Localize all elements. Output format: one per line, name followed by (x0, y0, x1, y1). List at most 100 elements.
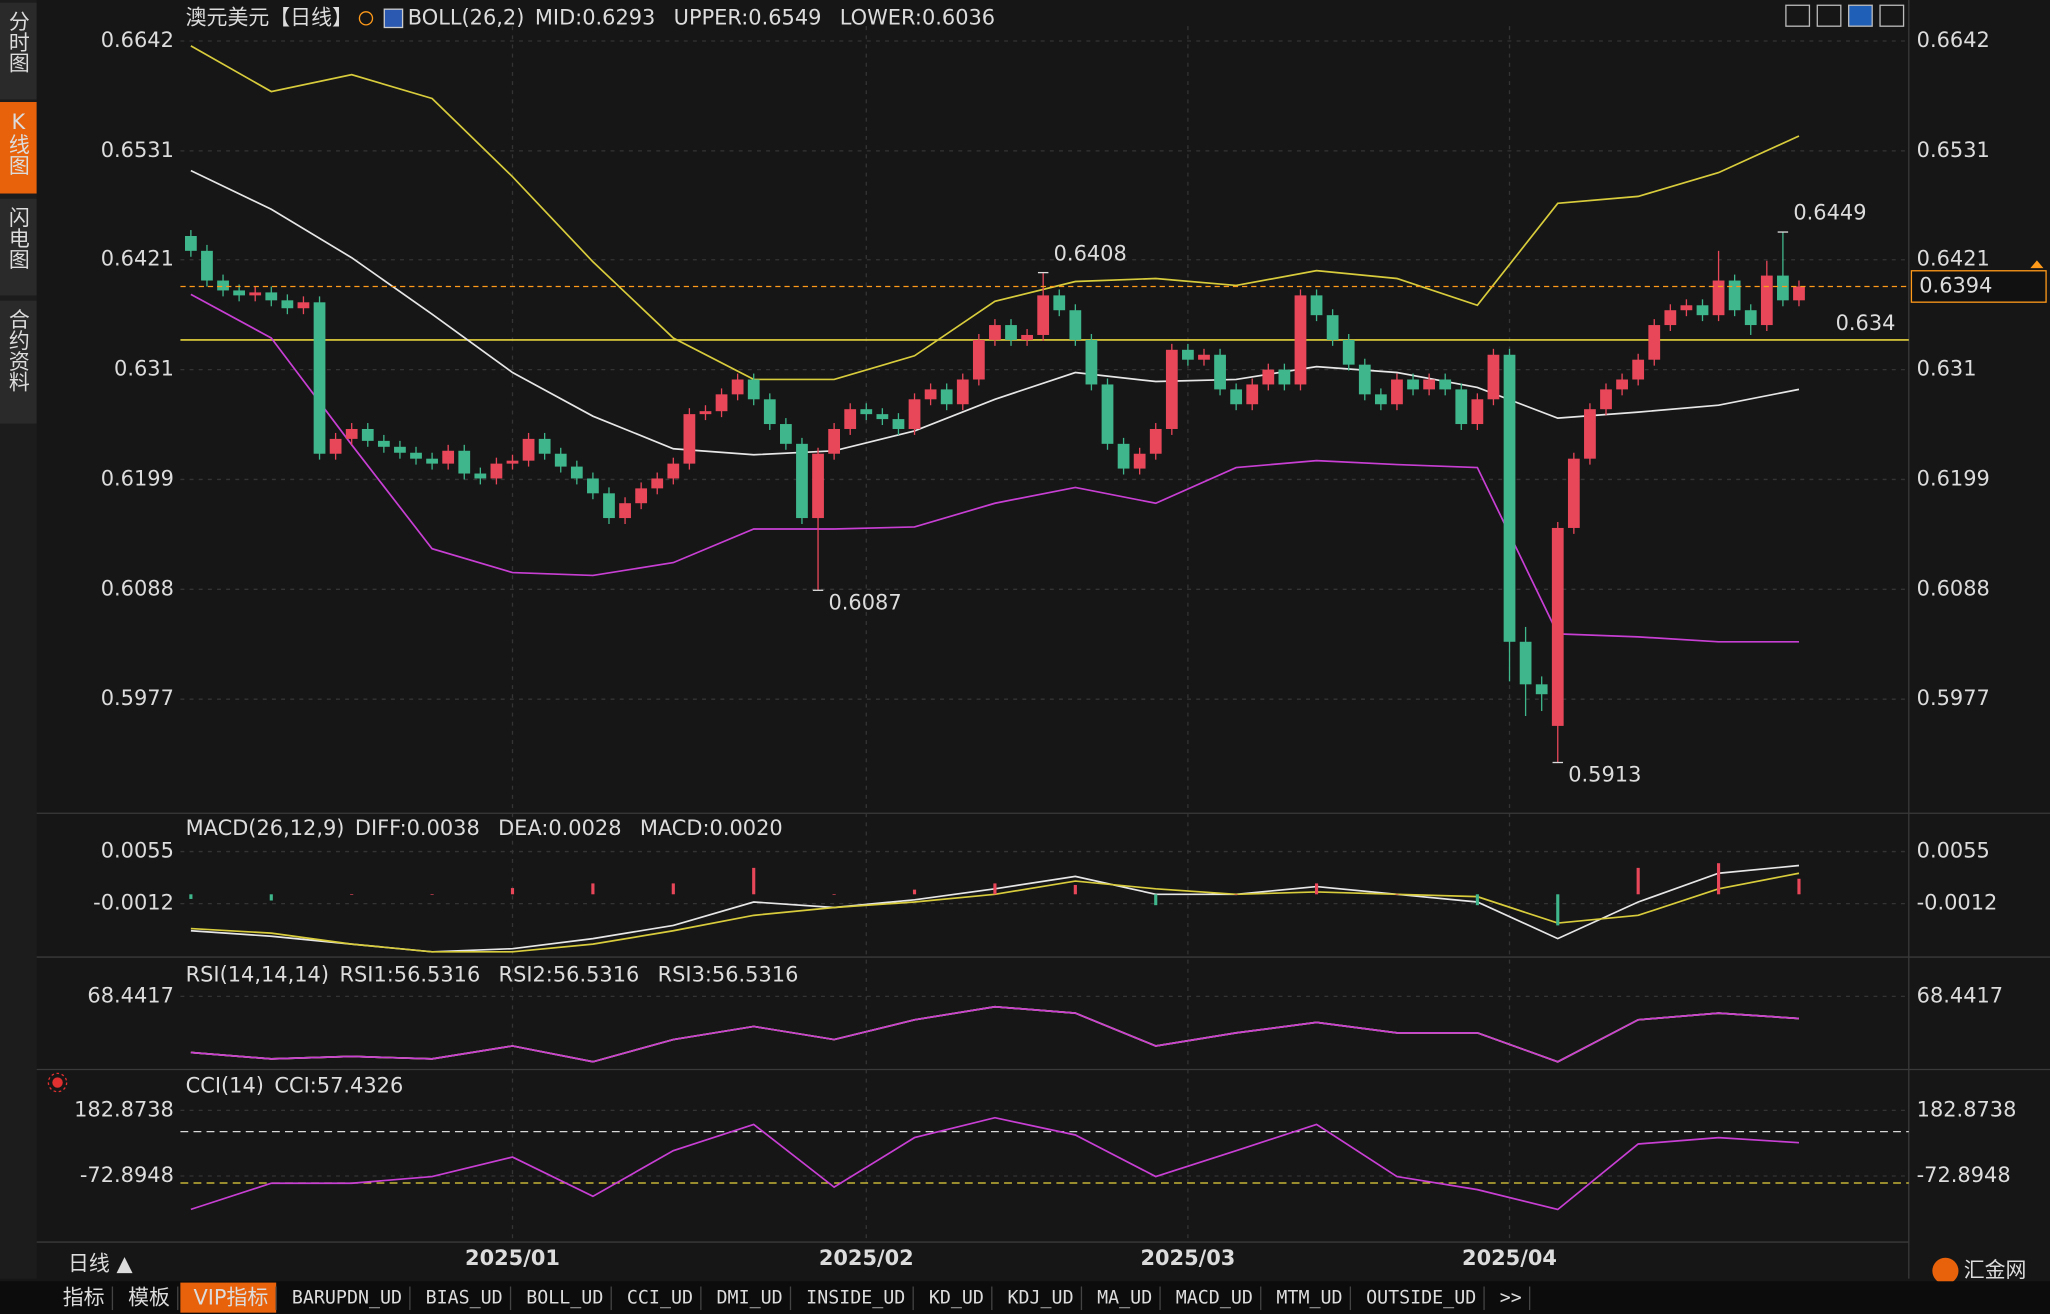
candle-body (940, 389, 953, 405)
y-tick-label: 0.631 (114, 357, 174, 381)
candle-body (361, 428, 374, 441)
sidebar-tab-label[interactable]: 合约资料 (6, 309, 30, 393)
candle-body (1246, 384, 1259, 405)
y-tick-label: 0.6642 (101, 28, 174, 52)
tab-label[interactable]: INSIDE_UD (806, 1287, 905, 1308)
tab[interactable] (49, 1282, 113, 1313)
y-tick-label: 0.6199 (101, 466, 174, 490)
y-tick-label-right: 0.631 (1917, 357, 1977, 381)
tab[interactable] (703, 1282, 791, 1313)
tab-label[interactable]: MTM_UD (1276, 1287, 1342, 1308)
y-tick-label-right: 182.8738 (1917, 1097, 2017, 1121)
toolbar-icon[interactable] (1816, 4, 1842, 27)
candle-body (1278, 369, 1291, 385)
tab-label[interactable]: >> (1500, 1287, 1522, 1308)
tab[interactable] (1084, 1282, 1161, 1313)
candle-body (1310, 295, 1323, 316)
histogram-bar (189, 894, 193, 899)
last-price-box (1910, 270, 2047, 303)
legend-entry: RSI2:56.5316 (499, 962, 640, 986)
candle-body (474, 473, 487, 479)
candle-body (1760, 275, 1773, 326)
histogram-bar (1475, 894, 1479, 906)
tab[interactable] (513, 1282, 612, 1313)
sidebar-tab[interactable] (0, 102, 37, 194)
tab[interactable] (994, 1282, 1082, 1313)
candle-body (1423, 379, 1435, 390)
tab-label[interactable]: OUTSIDE_UD (1366, 1287, 1476, 1308)
toolbar-icons[interactable] (1785, 4, 1905, 27)
tab-label[interactable]: 指标 (63, 1285, 105, 1309)
tab[interactable] (1486, 1282, 1530, 1313)
candle-body (796, 443, 808, 519)
tab-label[interactable]: MA_UD (1097, 1287, 1152, 1308)
tab-label[interactable]: 模板 (128, 1285, 170, 1309)
tab[interactable] (180, 1282, 277, 1313)
candle-body (1391, 379, 1403, 405)
y-tick-label-right: 0.5977 (1917, 686, 1990, 710)
candle-body (554, 453, 567, 467)
tab-label[interactable]: BOLL_UD (526, 1287, 603, 1308)
add-icon[interactable] (358, 11, 374, 26)
tab-label[interactable]: KDJ_UD (1007, 1287, 1073, 1308)
candle-body (1230, 389, 1243, 405)
candle-body (538, 438, 551, 454)
y-tick-label-right: -72.8948 (1917, 1163, 2011, 1187)
tab[interactable] (1263, 1282, 1351, 1313)
candle-body (1101, 384, 1114, 444)
candle-body (1005, 325, 1017, 340)
histogram-bar (1314, 883, 1319, 895)
tab[interactable] (1162, 1282, 1261, 1313)
legend-entry: DEA:0.0028 (498, 816, 621, 840)
sidebar-tab-label[interactable]: K线图 (6, 110, 30, 176)
candle-body (1294, 295, 1307, 385)
tab[interactable] (915, 1282, 992, 1313)
toolbar-icon[interactable] (1785, 4, 1811, 27)
candle-body (1149, 428, 1162, 454)
candle-body (1648, 325, 1661, 360)
sidebar-tab-label[interactable]: 闪电图 (6, 207, 30, 270)
tab-label[interactable]: BARUPDN_UD (292, 1287, 402, 1308)
tab-label[interactable]: BIAS_UD (426, 1287, 503, 1308)
tab-label[interactable]: KD_UD (929, 1287, 984, 1308)
tab[interactable] (115, 1282, 178, 1313)
sidebar-tab[interactable] (0, 198, 37, 296)
candle-body (458, 450, 471, 474)
y-tick-label-right: 0.6421 (1917, 247, 1990, 271)
candle-body (1117, 443, 1130, 469)
tab-label[interactable]: CCI_UD (627, 1287, 693, 1308)
candle-body (1728, 280, 1741, 311)
histogram-bar (510, 888, 515, 895)
y-tick-label: 0.6421 (101, 247, 174, 271)
legend-entry: MID:0.6293 (535, 5, 656, 29)
extreme-label: 0.6087 (828, 590, 901, 614)
candle-body (1037, 295, 1050, 335)
candle-body (651, 478, 664, 489)
candle-body (683, 414, 696, 464)
sidebar-tab-label[interactable]: 分时图 (6, 10, 30, 73)
candle-body (699, 411, 712, 415)
tab[interactable] (793, 1282, 914, 1313)
sidebar-tab[interactable] (0, 300, 37, 424)
tab[interactable] (412, 1282, 511, 1313)
period-selector[interactable]: 日线 ▲ (68, 1251, 133, 1275)
candle-body (603, 493, 615, 519)
candle-body (377, 440, 390, 447)
candle-body (1471, 399, 1484, 425)
candle-body (249, 292, 262, 296)
tab[interactable] (278, 1282, 410, 1313)
tab[interactable] (1352, 1282, 1485, 1313)
tab[interactable] (613, 1282, 701, 1313)
toolbar-icon[interactable] (1879, 4, 1905, 27)
toolbar-icon[interactable] (1848, 4, 1873, 27)
sidebar-tab[interactable] (0, 2, 37, 100)
indicator-line (190, 293, 1799, 643)
candle-body (619, 503, 631, 519)
legend-entry: UPPER:0.6549 (674, 5, 822, 29)
candle-body (426, 458, 438, 464)
y-tick-label-right: 0.6642 (1917, 28, 1990, 52)
tab-label[interactable]: DMI_UD (717, 1287, 783, 1308)
tab-label[interactable]: MACD_UD (1176, 1287, 1253, 1308)
tab-label[interactable]: VIP指标 (193, 1285, 268, 1309)
